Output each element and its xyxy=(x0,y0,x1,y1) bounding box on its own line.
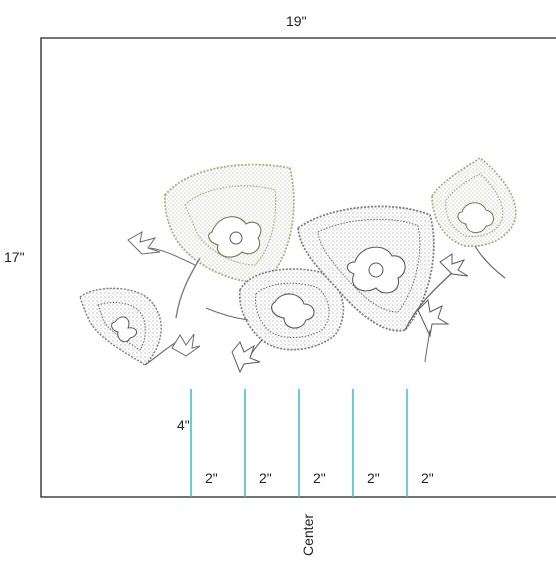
leaf-stem xyxy=(175,257,201,319)
leaf-inner xyxy=(317,218,421,313)
leaf-outline xyxy=(431,157,517,248)
spacing-label: 2" xyxy=(259,470,272,486)
spacing-labels: 2" 2" 2" 2" 2" xyxy=(205,470,434,486)
leaf-flower xyxy=(346,246,406,294)
leaf-motif-large-right xyxy=(297,205,456,363)
spacing-label: 2" xyxy=(421,470,434,486)
sprig-left xyxy=(205,307,249,321)
placement-guides xyxy=(190,389,408,497)
leaf-flower xyxy=(457,202,494,233)
leaf-flower xyxy=(271,293,315,329)
guide-height-label: 4" xyxy=(177,417,190,433)
sprig-stem xyxy=(149,247,196,266)
leaf-motif-small-green-right xyxy=(431,157,517,279)
sprig xyxy=(439,253,469,277)
leaf-inner xyxy=(97,302,146,351)
sprig xyxy=(417,298,450,338)
leaf-inner xyxy=(445,173,504,237)
spacing-label: 2" xyxy=(205,470,218,486)
height-label: 17" xyxy=(4,249,25,265)
leaf-motif-small-left xyxy=(79,287,201,366)
spacing-label: 2" xyxy=(313,470,326,486)
leaf-stem xyxy=(474,245,506,279)
leaf-flower xyxy=(111,316,137,343)
embroidery-motifs xyxy=(79,157,517,374)
leaf-inner xyxy=(255,282,330,338)
sprig xyxy=(127,231,161,255)
width-label: 19" xyxy=(286,13,307,29)
spacing-label: 2" xyxy=(367,470,380,486)
flower-center xyxy=(229,231,243,245)
flower-center xyxy=(368,262,384,278)
leaf-motif-large-green xyxy=(127,163,295,319)
center-label: Center xyxy=(300,514,316,556)
sprig xyxy=(231,341,261,374)
sprig xyxy=(171,333,201,357)
leaf-flower xyxy=(208,216,262,258)
leaf-stem xyxy=(404,269,456,331)
leaf-motif-center xyxy=(205,268,345,374)
sprig-stem xyxy=(424,329,431,363)
